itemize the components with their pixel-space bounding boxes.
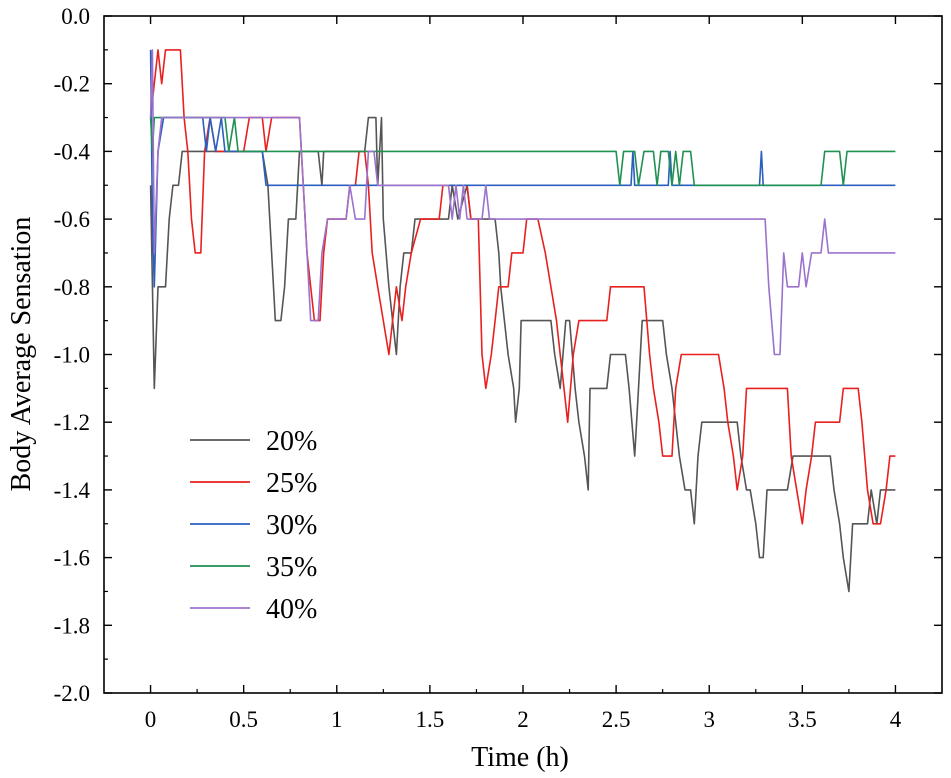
x-tick-label: 3.5 bbox=[788, 707, 817, 732]
x-tick-label: 3 bbox=[703, 707, 715, 732]
x-tick-label: 0 bbox=[145, 707, 157, 732]
axis-ticks: 0 0.5 1 1.5 2 2.5 3 3.5 4 0.0 -0.2 -0.4 -0.6 -0.8 -1.0… bbox=[54, 4, 942, 732]
y-tick-label: -1.4 bbox=[54, 478, 91, 503]
y-tick-label: -1.6 bbox=[54, 546, 90, 571]
legend-label: 25% bbox=[266, 468, 317, 499]
series-line-35pct bbox=[149, 116, 896, 187]
x-axis-title: Time (h) bbox=[471, 742, 569, 773]
series-line-25pct bbox=[149, 49, 896, 525]
plot-area bbox=[103, 15, 943, 694]
y-tick-label: -1.2 bbox=[54, 410, 90, 435]
y-tick-label: -1.0 bbox=[54, 343, 90, 368]
legend-label: 30% bbox=[266, 510, 317, 541]
series-line-40pct bbox=[149, 49, 896, 356]
y-tick-label: -0.6 bbox=[54, 207, 90, 232]
y-axis-title: Body Average Sensation bbox=[6, 217, 37, 492]
y-tick-label: -0.4 bbox=[54, 139, 91, 164]
x-tick-label: 2 bbox=[517, 707, 529, 732]
y-tick-label: -2.0 bbox=[54, 681, 90, 706]
y-tick-label: -0.8 bbox=[54, 275, 90, 300]
y-tick-label: -0.2 bbox=[54, 72, 90, 97]
legend: 20% 25% 30% 35% 40% bbox=[190, 426, 317, 625]
x-tick-label: 1 bbox=[331, 707, 343, 732]
legend-label: 35% bbox=[266, 552, 317, 583]
x-tick-label: 0.5 bbox=[229, 707, 258, 732]
y-tick-label: -1.8 bbox=[54, 613, 90, 638]
legend-label: 40% bbox=[266, 594, 317, 625]
y-tick-label: 0.0 bbox=[61, 4, 90, 29]
x-tick-label: 2.5 bbox=[602, 707, 631, 732]
x-tick-label: 1.5 bbox=[416, 707, 445, 732]
series-line-20pct bbox=[149, 116, 896, 593]
series-lines bbox=[149, 49, 896, 593]
x-tick-label: 4 bbox=[890, 707, 902, 732]
legend-label: 20% bbox=[266, 426, 317, 457]
